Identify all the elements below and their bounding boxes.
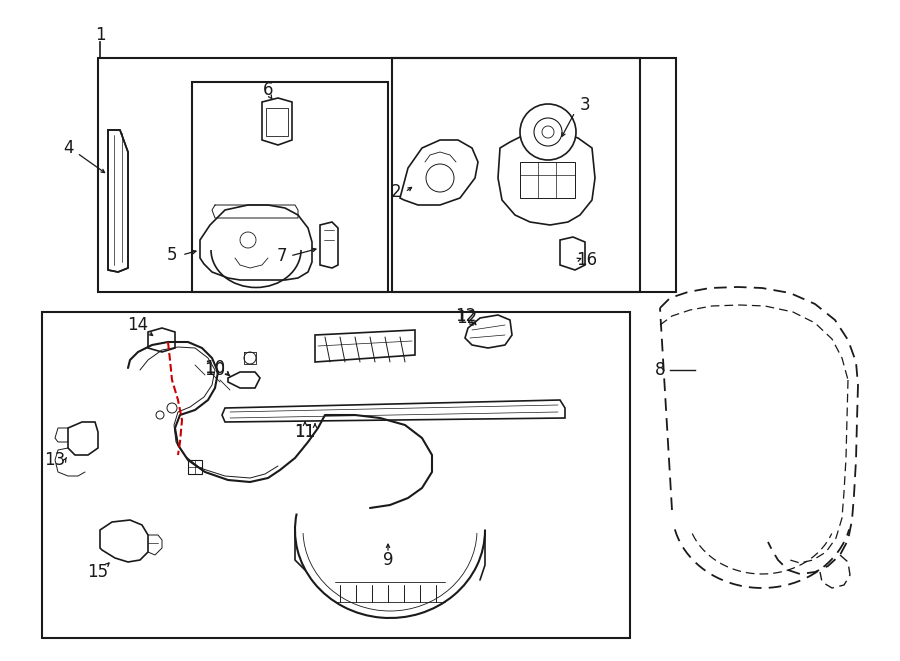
Text: 12: 12 bbox=[456, 309, 478, 327]
Text: 11: 11 bbox=[294, 423, 316, 441]
Polygon shape bbox=[148, 328, 175, 352]
Polygon shape bbox=[560, 237, 585, 270]
Text: 12: 12 bbox=[455, 307, 477, 325]
Text: 11: 11 bbox=[294, 423, 316, 441]
Bar bbox=[42, 312, 630, 638]
Polygon shape bbox=[200, 205, 312, 280]
Text: 5: 5 bbox=[166, 246, 177, 264]
Text: 13: 13 bbox=[44, 451, 66, 469]
Polygon shape bbox=[262, 98, 292, 145]
Polygon shape bbox=[465, 315, 512, 348]
Text: 14: 14 bbox=[128, 316, 148, 334]
Polygon shape bbox=[315, 330, 415, 362]
Polygon shape bbox=[400, 140, 478, 205]
Text: 9: 9 bbox=[382, 551, 393, 569]
Text: 8: 8 bbox=[655, 361, 665, 379]
Text: 6: 6 bbox=[263, 81, 274, 99]
Bar bbox=[392, 58, 676, 292]
Text: 3: 3 bbox=[580, 96, 590, 114]
Polygon shape bbox=[68, 422, 98, 455]
Bar bbox=[188, 460, 202, 474]
Text: 7: 7 bbox=[277, 247, 287, 265]
Text: 15: 15 bbox=[87, 563, 109, 581]
Text: 2: 2 bbox=[391, 183, 401, 201]
Polygon shape bbox=[498, 132, 595, 225]
Text: 16: 16 bbox=[576, 251, 598, 269]
Polygon shape bbox=[108, 130, 128, 272]
Text: 10: 10 bbox=[204, 361, 226, 379]
Bar bbox=[520, 162, 575, 198]
Polygon shape bbox=[228, 372, 260, 388]
Polygon shape bbox=[320, 222, 338, 268]
Bar bbox=[98, 58, 640, 292]
Polygon shape bbox=[100, 520, 148, 562]
Text: 4: 4 bbox=[63, 139, 73, 157]
Circle shape bbox=[520, 104, 576, 160]
Bar bbox=[266, 108, 288, 136]
Polygon shape bbox=[222, 400, 565, 422]
Text: 10: 10 bbox=[204, 359, 226, 377]
Text: 1: 1 bbox=[94, 26, 105, 44]
Bar bbox=[192, 82, 388, 292]
